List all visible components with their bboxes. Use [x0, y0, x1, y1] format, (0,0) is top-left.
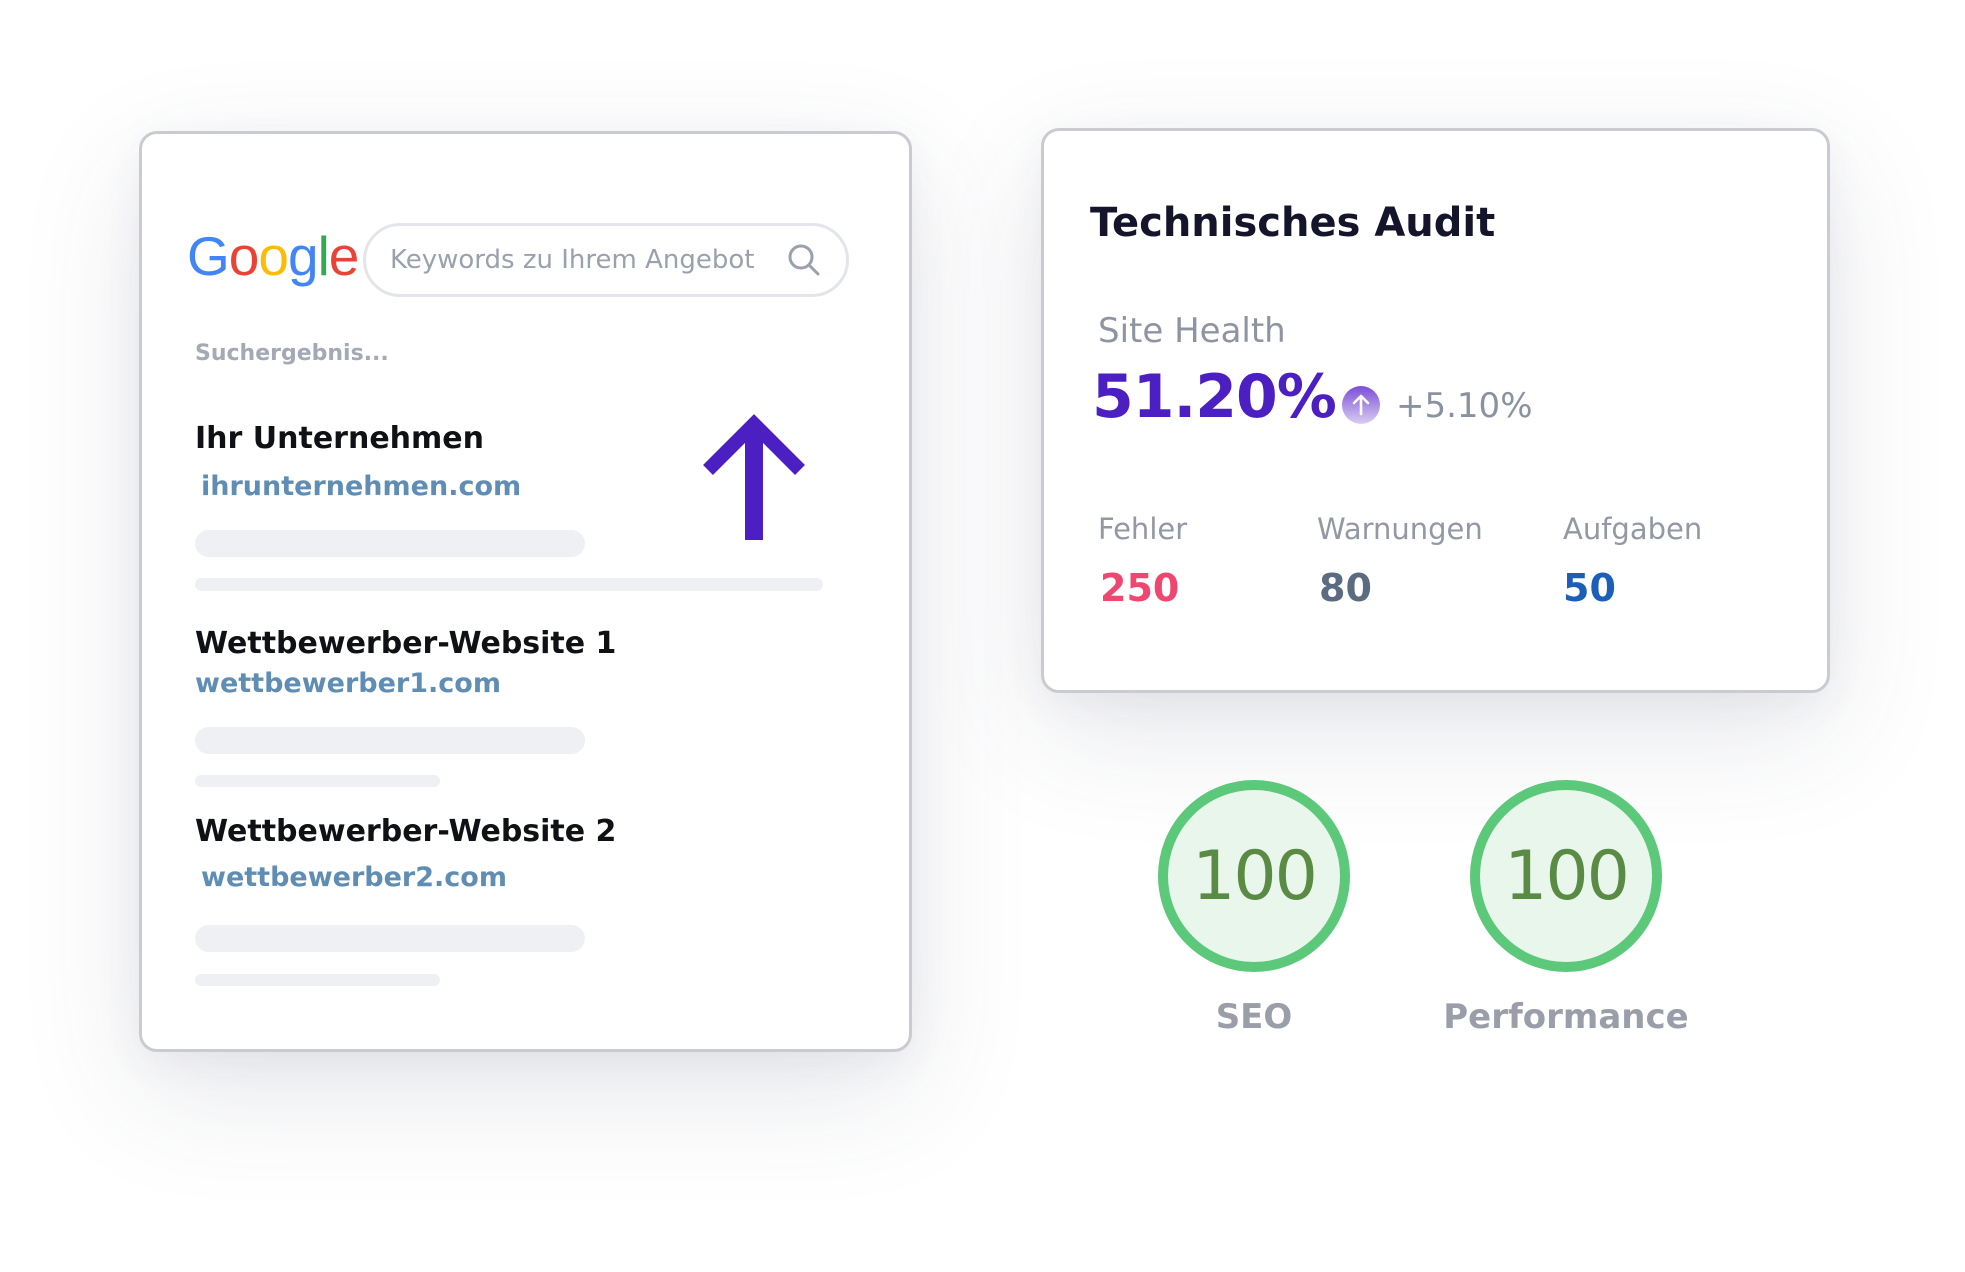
- result-url[interactable]: wettbewerber1.com: [195, 668, 501, 699]
- stat-value-tasks: 50: [1563, 566, 1616, 610]
- placeholder-line: [195, 578, 823, 591]
- results-label: Suchergebnis...: [195, 341, 389, 366]
- stat-value-errors: 250: [1100, 566, 1180, 610]
- performance-score-value: 100: [1504, 836, 1630, 916]
- placeholder-line: [195, 925, 585, 952]
- placeholder-line: [195, 974, 440, 986]
- placeholder-line: [195, 775, 440, 787]
- search-results-card: Google Keywords zu Ihrem Angebot Sucherg…: [139, 131, 912, 1052]
- seo-score-gauge: 100: [1158, 780, 1350, 972]
- google-logo: Google: [187, 225, 359, 287]
- stat-label-warnings: Warnungen: [1317, 512, 1483, 546]
- search-placeholder: Keywords zu Ihrem Angebot: [390, 245, 755, 275]
- arrow-up-icon: [702, 414, 806, 546]
- performance-score-label: Performance: [1443, 997, 1689, 1037]
- seo-score-value: 100: [1192, 836, 1318, 916]
- site-health-label: Site Health: [1098, 311, 1286, 351]
- audit-title: Technisches Audit: [1090, 200, 1496, 246]
- site-health-trend: +5.10%: [1396, 386, 1533, 426]
- technical-audit-card: Technisches Audit Site Health 51.20% +5.…: [1041, 128, 1830, 693]
- search-icon[interactable]: [786, 242, 822, 282]
- seo-score-label: SEO: [1215, 997, 1293, 1037]
- stat-label-tasks: Aufgaben: [1563, 512, 1703, 546]
- stat-label-errors: Fehler: [1098, 512, 1188, 546]
- site-health-value: 51.20%: [1092, 362, 1337, 432]
- result-title[interactable]: Wettbewerber-Website 1: [195, 626, 617, 661]
- stat-value-warnings: 80: [1319, 566, 1372, 610]
- placeholder-line: [195, 727, 585, 754]
- result-title[interactable]: Ihr Unternehmen: [195, 421, 484, 456]
- result-url[interactable]: wettbewerber2.com: [201, 862, 507, 893]
- performance-score-gauge: 100: [1470, 780, 1662, 972]
- placeholder-line: [195, 530, 585, 557]
- result-url[interactable]: ihrunternehmen.com: [201, 471, 522, 502]
- result-title[interactable]: Wettbewerber-Website 2: [195, 814, 617, 849]
- search-input[interactable]: Keywords zu Ihrem Angebot: [363, 223, 849, 297]
- arrow-up-circle-icon: [1341, 385, 1381, 429]
